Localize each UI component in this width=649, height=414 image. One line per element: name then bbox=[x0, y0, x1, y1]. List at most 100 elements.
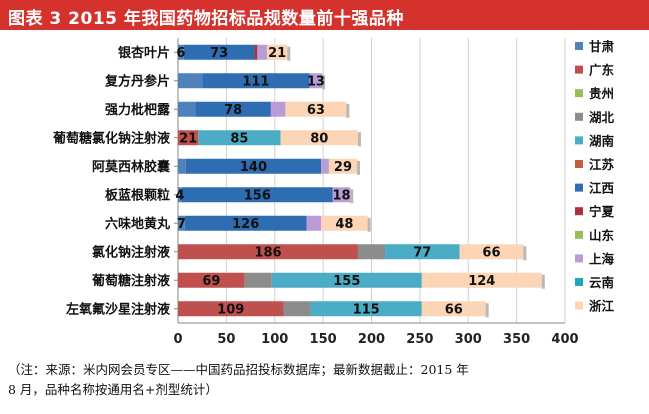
legend-swatch-江苏 bbox=[575, 160, 583, 168]
bar-0-江西 bbox=[183, 44, 255, 60]
data-label-8-2: 124 bbox=[468, 274, 495, 289]
data-label-2-1: 63 bbox=[307, 103, 325, 118]
data-label-0-1: 73 bbox=[210, 46, 228, 61]
data-label-8-1: 155 bbox=[333, 274, 360, 289]
category-label-7: 氯化钠注射液 bbox=[92, 244, 170, 260]
legend-label-宁夏: 宁夏 bbox=[589, 204, 615, 219]
bar-5-上海 bbox=[332, 187, 351, 203]
bar-6-甘肃 bbox=[178, 215, 185, 231]
x-tick-label-200: 200 bbox=[358, 332, 385, 347]
data-label-8-0: 69 bbox=[202, 274, 220, 289]
data-label-9-2: 66 bbox=[445, 303, 463, 318]
category-label-6: 六味地黄丸 bbox=[105, 216, 171, 232]
bar-shadow-4 bbox=[356, 160, 360, 175]
bar-9-浙江 bbox=[421, 301, 486, 317]
x-tick-label-400: 400 bbox=[551, 332, 578, 347]
bar-8-湖北 bbox=[244, 272, 272, 288]
source-note-line-1: （注：来源：米内网会员专区——中国药品招投标数据库；最新数据截止：2015 年 bbox=[8, 362, 469, 377]
data-label-1-1: 13 bbox=[307, 75, 325, 90]
bar-7-湖北 bbox=[357, 244, 386, 260]
bar-4-浙江 bbox=[328, 158, 357, 174]
category-label-1: 复方丹参片 bbox=[104, 73, 170, 89]
legend-swatch-江西 bbox=[575, 183, 583, 192]
source-note-line-2: 8 月，品种名称按通用名+剂型统计） bbox=[8, 382, 218, 397]
data-label-0-2: 21 bbox=[268, 46, 286, 61]
category-label-3: 葡萄糖氯化钠注射液 bbox=[52, 130, 170, 146]
bar-1-上海 bbox=[309, 73, 323, 89]
bar-9-广东 bbox=[178, 301, 284, 317]
bar-shadow-5 bbox=[350, 189, 354, 204]
bar-shadow-6 bbox=[367, 217, 371, 232]
data-label-3-2: 80 bbox=[310, 132, 328, 147]
bar-0-宁夏 bbox=[254, 44, 258, 60]
legend-swatch-山东 bbox=[575, 230, 583, 239]
data-label-6-0: 7 bbox=[177, 217, 186, 232]
bar-1-甘肃 bbox=[178, 73, 203, 89]
data-label-7-1: 77 bbox=[413, 246, 431, 261]
bar-5-甘肃 bbox=[178, 187, 182, 203]
bar-shadow-3 bbox=[357, 132, 361, 147]
data-label-7-0: 186 bbox=[254, 246, 281, 261]
bar-6-江西 bbox=[184, 215, 307, 231]
data-label-0-0: 6 bbox=[176, 46, 185, 61]
category-label-2: 强力枇杷露 bbox=[105, 102, 171, 118]
x-tick-label-100: 100 bbox=[261, 332, 288, 347]
bar-3-浙江 bbox=[280, 130, 358, 146]
bar-shadow-8 bbox=[541, 274, 545, 289]
bar-8-广东 bbox=[178, 272, 245, 288]
x-tick-label-50: 50 bbox=[217, 332, 235, 347]
legend-label-浙江: 浙江 bbox=[589, 299, 615, 314]
legend-swatch-湖南 bbox=[575, 136, 583, 145]
bar-2-江西 bbox=[195, 101, 271, 117]
legend-swatch-云南 bbox=[575, 278, 583, 286]
data-label-2-0: 78 bbox=[224, 103, 242, 118]
bar-2-上海 bbox=[270, 101, 286, 117]
data-label-3-1: 85 bbox=[230, 132, 248, 147]
legend-swatch-宁夏 bbox=[575, 207, 583, 216]
bar-2-甘肃 bbox=[178, 101, 196, 117]
legend-swatch-贵州 bbox=[575, 89, 583, 98]
legend-label-上海: 上海 bbox=[589, 251, 615, 266]
legend-label-山东: 山东 bbox=[589, 228, 615, 243]
category-label-8: 葡萄糖注射液 bbox=[91, 273, 170, 289]
bar-0-浙江 bbox=[267, 44, 288, 60]
bar-shadow-9 bbox=[485, 303, 489, 318]
data-label-5-2: 18 bbox=[332, 189, 350, 204]
bar-shadow-0 bbox=[287, 46, 291, 61]
bar-4-江西 bbox=[185, 158, 322, 174]
data-label-3-0: 21 bbox=[179, 132, 197, 147]
x-tick-label-250: 250 bbox=[406, 332, 433, 347]
data-label-6-1: 126 bbox=[232, 217, 259, 232]
bar-shadow-1 bbox=[322, 75, 326, 90]
data-label-7-2: 66 bbox=[482, 246, 500, 261]
legend-swatch-上海 bbox=[575, 254, 583, 263]
bar-9-湖北 bbox=[283, 301, 311, 317]
category-label-0: 银杏叶片 bbox=[118, 45, 170, 61]
data-label-9-0: 109 bbox=[217, 303, 244, 318]
category-label-4: 阿莫西林胶囊 bbox=[92, 159, 171, 175]
category-label-5: 板蓝根颗粒 bbox=[105, 187, 170, 203]
x-tick-label-300: 300 bbox=[455, 332, 482, 347]
legend-swatch-广东 bbox=[575, 65, 583, 74]
data-label-5-1: 156 bbox=[244, 189, 271, 204]
bar-8-湖南 bbox=[271, 272, 422, 288]
bar-3-湖南 bbox=[198, 130, 281, 146]
legend-swatch-浙江 bbox=[575, 301, 583, 310]
bar-0-甘肃 bbox=[178, 44, 184, 60]
bar-2-浙江 bbox=[285, 101, 347, 117]
bar-7-广东 bbox=[178, 244, 358, 260]
legend-label-广东: 广东 bbox=[589, 63, 615, 78]
x-tick-label-150: 150 bbox=[310, 332, 337, 347]
stacked-bar-chart: 0 50 100 150 200 250 300 350 400 银杏叶片 6 73 21 复方丹参片 11… bbox=[52, 32, 644, 347]
x-tick-label-350: 350 bbox=[503, 332, 530, 347]
bar-8-浙江 bbox=[421, 272, 542, 288]
data-label-9-1: 115 bbox=[353, 303, 380, 318]
bar-5-江西 bbox=[181, 187, 333, 203]
x-tick-label-0: 0 bbox=[173, 332, 182, 347]
legend-label-云南: 云南 bbox=[589, 275, 615, 290]
bar-0-上海 bbox=[257, 44, 268, 60]
legend-swatch-湖北 bbox=[575, 112, 583, 121]
source-note: （注：来源：米内网会员专区——中国药品招投标数据库；最新数据截止：2015 年 … bbox=[8, 360, 644, 400]
bar-1-江西 bbox=[202, 73, 310, 89]
